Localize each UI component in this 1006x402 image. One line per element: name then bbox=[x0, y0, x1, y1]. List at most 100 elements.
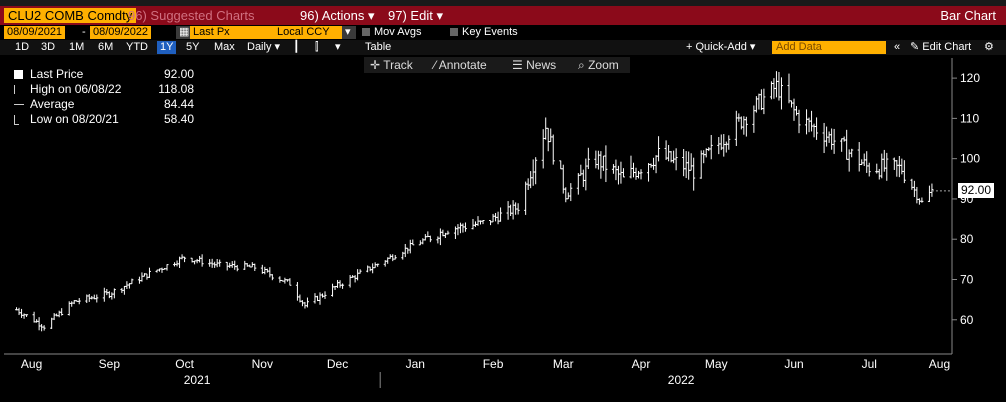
price-bar bbox=[877, 168, 881, 180]
actions-label: Actions bbox=[321, 8, 365, 23]
price-bar bbox=[742, 116, 746, 135]
checkbox-icon bbox=[450, 28, 458, 36]
price-bar bbox=[885, 152, 889, 181]
x-month-label: Aug bbox=[929, 357, 950, 371]
price-bar bbox=[541, 129, 545, 169]
price-bar bbox=[529, 171, 533, 189]
chart-style-icon[interactable]: ⫿ bbox=[315, 41, 319, 53]
legend-last-label: Last Price bbox=[30, 67, 84, 81]
price-bar bbox=[481, 220, 485, 225]
series-swatch-icon bbox=[14, 70, 23, 79]
price-bar bbox=[634, 167, 638, 180]
collapse-icon[interactable]: « bbox=[894, 41, 901, 53]
annotate-button[interactable]: ⁄ Annotate bbox=[434, 58, 487, 72]
period-6m[interactable]: 6M bbox=[98, 41, 114, 53]
ticker-field[interactable]: CLU2 COMB Comdty bbox=[4, 8, 137, 23]
y-tick-label: 80 bbox=[960, 232, 974, 246]
price-bar bbox=[358, 269, 362, 274]
price-bar bbox=[867, 162, 871, 177]
price-bar bbox=[762, 88, 766, 115]
news-icon: ☰ bbox=[512, 58, 523, 72]
x-month-label: Apr bbox=[632, 357, 651, 371]
annotate-label: Annotate bbox=[438, 58, 487, 72]
price-bar bbox=[789, 100, 793, 108]
price-bar bbox=[393, 254, 397, 260]
actions-button[interactable]: 96) Actions ▾ bbox=[296, 7, 379, 24]
price-bar bbox=[526, 178, 530, 190]
price-bar bbox=[586, 147, 590, 170]
period-max[interactable]: Max bbox=[214, 41, 235, 53]
edit-chart-button[interactable]: ✎ Edit Chart bbox=[910, 41, 971, 54]
price-bar bbox=[734, 110, 738, 146]
price-bar bbox=[724, 141, 728, 153]
price-bar bbox=[759, 89, 763, 111]
price-bar bbox=[902, 160, 906, 184]
price-bar bbox=[341, 283, 345, 289]
start-date-field[interactable]: 08/09/2021 bbox=[4, 26, 66, 39]
y-tick-label: 100 bbox=[960, 152, 980, 166]
price-bar bbox=[102, 287, 106, 302]
price-bar bbox=[549, 128, 553, 143]
gear-icon[interactable]: ⚙ bbox=[984, 41, 994, 53]
price-bar bbox=[318, 292, 322, 305]
calendar-icon[interactable]: ▦ bbox=[176, 26, 192, 39]
mov-avgs-toggle[interactable]: Mov Avgs bbox=[362, 26, 422, 39]
pen-icon: ⁄ bbox=[434, 58, 437, 72]
bar-chart-icon[interactable]: ┃ bbox=[293, 41, 300, 53]
period-3d[interactable]: 3D bbox=[41, 41, 56, 53]
price-bar bbox=[647, 163, 651, 182]
price-bar bbox=[850, 148, 854, 158]
price-field-select[interactable]: Last Px bbox=[190, 26, 274, 39]
zoom-button[interactable]: ⌕ Zoom bbox=[578, 58, 619, 72]
legend-low-label: Low on 08/20/21 bbox=[30, 112, 119, 126]
price-bar bbox=[845, 129, 849, 160]
edit-num: 97) bbox=[388, 8, 407, 23]
low-marker-icon bbox=[14, 115, 19, 125]
price-bar bbox=[338, 280, 342, 288]
price-bar bbox=[499, 207, 503, 222]
price-bar bbox=[366, 265, 370, 273]
chevron-down-icon: ▾ bbox=[749, 41, 756, 53]
price-bar bbox=[235, 264, 239, 272]
price-bar bbox=[270, 274, 274, 281]
price-bar bbox=[496, 211, 500, 225]
currency-select[interactable]: Local CCY bbox=[274, 26, 344, 39]
x-month-label: Jun bbox=[784, 357, 803, 371]
frequency-select[interactable]: Daily ▾ bbox=[244, 41, 283, 54]
price-bar bbox=[37, 317, 41, 331]
period-1d[interactable]: 1D bbox=[15, 41, 30, 53]
price-bar bbox=[403, 243, 407, 258]
currency-dropdown-icon[interactable]: ▾ bbox=[342, 26, 356, 39]
price-bar bbox=[52, 313, 56, 321]
period-5y[interactable]: 5Y bbox=[186, 41, 200, 53]
price-bar bbox=[42, 325, 46, 331]
legend-average: Average 84.44 bbox=[10, 97, 198, 112]
suggested-charts-label: Suggested Charts bbox=[150, 8, 255, 23]
track-label: Track bbox=[383, 58, 413, 72]
edit-button[interactable]: 97) Edit ▾ bbox=[384, 7, 447, 24]
news-button[interactable]: ☰ News bbox=[512, 58, 556, 72]
price-bar bbox=[546, 127, 550, 152]
add-data-input[interactable]: Add Data bbox=[772, 41, 886, 54]
chevron-down-icon[interactable]: ▾ bbox=[335, 41, 341, 53]
track-button[interactable]: ✛ Track bbox=[370, 58, 413, 72]
period-1y[interactable]: 1Y bbox=[157, 41, 177, 54]
price-bar bbox=[356, 269, 360, 281]
date-separator: - bbox=[82, 26, 86, 38]
price-bar bbox=[895, 160, 899, 177]
y-tick-label: 70 bbox=[960, 273, 974, 287]
price-bar bbox=[777, 71, 781, 101]
price-bar bbox=[331, 283, 335, 297]
quick-add-button[interactable]: + Quick-Add ▾ bbox=[686, 41, 755, 54]
end-date-field[interactable]: 08/09/2022 bbox=[90, 26, 152, 39]
period-1m[interactable]: 1M bbox=[69, 41, 85, 53]
suggested-charts-button[interactable]: 96) Suggested Charts bbox=[128, 8, 255, 23]
price-bar bbox=[524, 181, 528, 215]
key-events-toggle[interactable]: Key Events bbox=[450, 26, 518, 39]
period-ytd[interactable]: YTD bbox=[126, 41, 148, 53]
price-bar bbox=[321, 293, 325, 298]
price-bar bbox=[491, 213, 495, 223]
table-button[interactable]: Table bbox=[365, 41, 392, 53]
